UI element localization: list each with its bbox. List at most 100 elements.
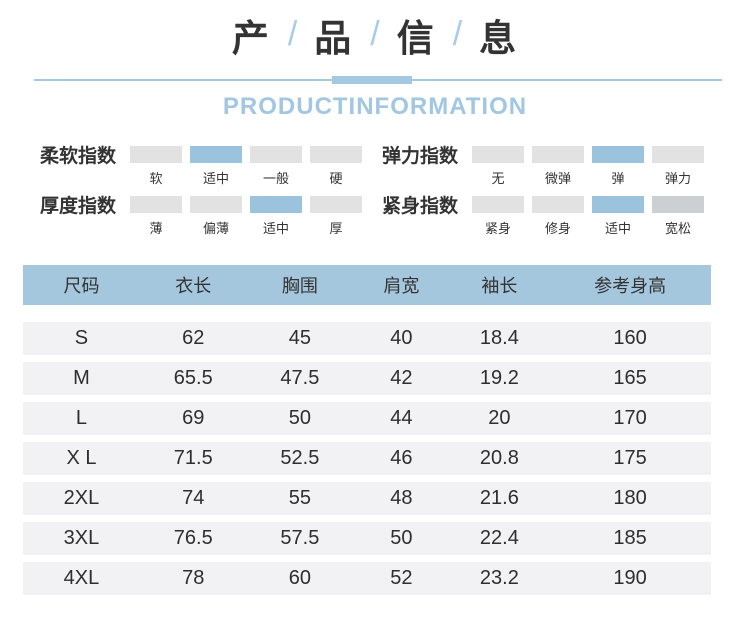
value-cell: 185 [613,527,647,549]
segment-label: 微弹 [544,171,571,186]
index-segment [532,196,584,213]
index-segment [310,196,362,213]
index-segment [592,146,644,163]
slash-separator: / [287,14,298,53]
slash-separator: / [370,14,380,53]
value-cell: 23.2 [479,567,519,589]
value-cell: 46 [390,447,413,469]
column-header: 胸围 [281,276,318,296]
table-row: 2XL 74 55 48 21.6 180 [23,482,711,515]
index-segment [190,196,242,213]
title-char: 信 [396,18,436,59]
index-segment [130,146,182,163]
column-header: 衣长 [175,276,212,296]
value-cell: 65.5 [173,367,213,389]
index-label: 厚度指数 [40,196,117,217]
page-subtitle: PRODUCTINFORMATION [222,93,528,120]
value-cell: 160 [613,327,647,349]
index-thickness: 厚度指数 薄 偏薄 适中 厚 [40,196,362,237]
value-cell: 20.8 [479,447,519,469]
value-cell: 190 [613,567,647,589]
page-title: 产 / 品 / 信 / 息 [0,8,750,62]
size-cell: 4XL [63,567,100,589]
value-cell: 22.4 [479,527,519,549]
table-row: L 69 50 44 20 170 [23,402,711,435]
value-cell: 55 [288,487,312,509]
index-segment [472,196,524,213]
value-cell: 45 [288,327,312,349]
index-segment [250,146,302,163]
column-header: 参考身高 [594,276,667,296]
value-cell: 21.6 [479,487,519,509]
value-cell: 48 [390,487,413,509]
value-cell: 62 [182,327,205,349]
value-cell: 170 [613,407,647,429]
divider-line [34,76,722,84]
segment-label: 偏薄 [202,221,229,236]
value-cell: 40 [390,327,413,349]
value-cell: 74 [182,487,205,509]
index-bar: 软 适中 一般 硬 [130,146,362,187]
value-cell: 71.5 [173,447,213,469]
segment-label: 适中 [604,221,631,236]
value-cell: 47.5 [280,367,320,389]
size-chart: 尺码 衣长 胸围 肩宽 袖长 参考身高 S 62 45 40 18.4 160 … [23,265,711,595]
index-segment [532,146,584,163]
column-header: 袖长 [481,276,518,296]
table-row: 4XL 78 60 52 23.2 190 [23,562,711,595]
size-cell: 2XL [63,487,100,509]
segment-label: 无 [491,171,505,186]
value-cell: 52.5 [280,447,320,469]
value-cell: 44 [390,407,413,429]
segment-label: 一般 [262,171,289,186]
index-label: 紧身指数 [382,196,459,217]
index-elasticity: 弹力指数 无 微弹 弹 弹力 [382,146,704,187]
title-char: 息 [479,18,519,59]
table-row: 3XL 76.5 57.5 50 22.4 185 [23,522,711,555]
index-section: 柔软指数 软 适中 一般 硬 弹力指数 [40,146,704,237]
segment-label: 修身 [544,221,571,236]
value-cell: 76.5 [173,527,213,549]
segment-label: 宽松 [664,221,691,236]
segment-label: 厚 [329,221,343,236]
value-cell: 175 [613,447,647,469]
value-cell: 52 [390,567,413,589]
size-cell: 3XL [63,527,100,549]
column-header: 肩宽 [383,276,420,296]
column-header: 尺码 [63,276,100,296]
segment-label: 软 [149,171,163,186]
divider-accent-block [331,76,413,84]
index-segment [190,146,242,163]
index-segment [592,196,644,213]
table-row: S 62 45 40 18.4 160 [23,322,711,355]
size-cell: L [75,407,88,429]
index-tightness: 紧身指数 紧身 修身 适中 宽松 [382,196,704,237]
size-chart-header: 尺码 衣长 胸围 肩宽 袖长 参考身高 [23,265,711,305]
index-bar: 薄 偏薄 适中 厚 [130,196,362,237]
segment-label: 弹力 [664,171,691,186]
index-segment [472,146,524,163]
value-cell: 57.5 [280,527,320,549]
segment-label: 弹 [611,171,625,186]
index-segment [130,196,182,213]
size-cell: M [73,367,90,389]
index-bar: 无 微弹 弹 弹力 [472,146,704,187]
slash-separator: / [452,14,463,53]
index-segment [250,196,302,213]
index-label: 柔软指数 [40,146,117,167]
index-segment [652,196,704,213]
size-cell: S [74,327,89,349]
segment-label: 薄 [149,221,163,236]
value-cell: 50 [390,527,413,549]
value-cell: 78 [182,567,205,589]
value-cell: 19.2 [479,367,519,389]
index-softness: 柔软指数 软 适中 一般 硬 [40,146,362,187]
value-cell: 69 [182,407,205,429]
value-cell: 18.4 [479,327,519,349]
index-bar: 紧身 修身 适中 宽松 [472,196,704,237]
segment-label: 硬 [329,171,343,186]
title-char: 品 [314,18,354,59]
segment-label: 紧身 [484,221,511,236]
value-cell: 50 [288,407,312,429]
value-cell: 42 [390,367,413,389]
